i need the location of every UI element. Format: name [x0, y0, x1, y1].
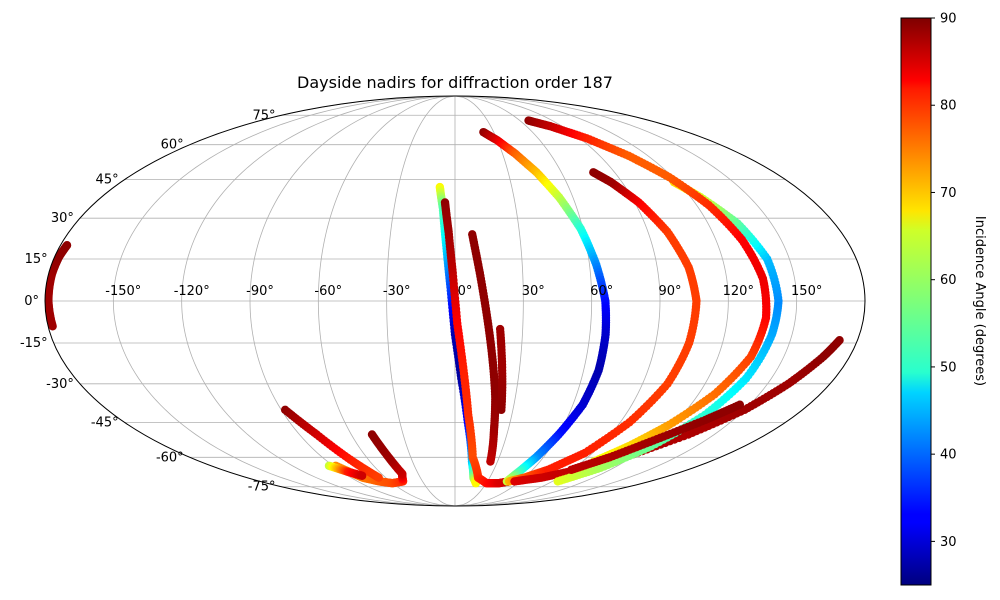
latitude-tick-label: -15° — [20, 336, 48, 351]
latitude-tick-label: 15° — [25, 252, 48, 267]
latitude-tick-labels: -75° -60° -45° -30° -15° 0° 15° 30° 45° 60° 75° — [20, 108, 276, 494]
latitude-tick-label: 45° — [96, 173, 119, 188]
chart-title: Dayside nadirs for diffraction order 187 — [297, 73, 613, 92]
colorbar-tick-label: 40 — [940, 448, 957, 463]
latitude-tick-label: -45° — [91, 415, 119, 430]
longitude-tick-label: 30° — [522, 284, 545, 299]
data-point — [735, 400, 745, 409]
colorbar-tick-label: 60 — [940, 273, 957, 288]
data-point — [357, 471, 367, 480]
data-points — [45, 116, 844, 488]
colorbar-tick-label: 50 — [940, 360, 957, 375]
colorbar-tick-label: 80 — [940, 99, 957, 114]
colorbar-tick-label: 90 — [940, 12, 957, 27]
data-point — [367, 430, 377, 439]
longitude-tick-label: -90° — [246, 284, 274, 299]
longitude-tick-label: -60° — [314, 284, 342, 299]
data-point — [486, 457, 495, 466]
latitude-tick-label: 30° — [51, 211, 74, 226]
data-point — [497, 405, 506, 415]
data-point — [374, 473, 383, 482]
latitude-tick-label: -60° — [156, 450, 184, 465]
colorbar-ticks: 30 40 50 60 70 80 90 — [931, 12, 957, 550]
latitude-tick-label: -75° — [248, 480, 276, 495]
colorbar-label: Incidence Angle (degrees) — [972, 216, 987, 386]
colorbar-tick-label: 30 — [940, 535, 957, 550]
latitude-tick-label: -30° — [46, 377, 74, 392]
longitude-tick-label: -120° — [174, 284, 210, 299]
longitude-tick-label: -30° — [383, 284, 411, 299]
longitude-tick-label: 120° — [723, 284, 754, 299]
latitude-tick-label: 60° — [161, 138, 184, 153]
map-gridlines — [45, 96, 865, 506]
map-boundary — [44, 95, 866, 507]
colorbar — [900, 17, 932, 586]
data-point — [589, 168, 598, 177]
latitude-tick-label: 0° — [24, 294, 39, 309]
longitude-tick-label: 60° — [590, 284, 613, 299]
longitude-tick-label: 0° — [458, 284, 473, 299]
data-point — [62, 241, 72, 250]
longitude-tick-label: -150° — [105, 284, 141, 299]
latitude-tick-label: 75° — [252, 108, 275, 123]
data-point — [835, 335, 844, 345]
longitude-tick-labels: -150° -120° -90° -60° -30° 0° 30° 60° 90° 120° 150… — [105, 284, 822, 299]
colorbar-tick-label: 70 — [940, 186, 957, 201]
longitude-tick-label: 150° — [791, 284, 822, 299]
longitude-tick-label: 90° — [658, 284, 681, 299]
